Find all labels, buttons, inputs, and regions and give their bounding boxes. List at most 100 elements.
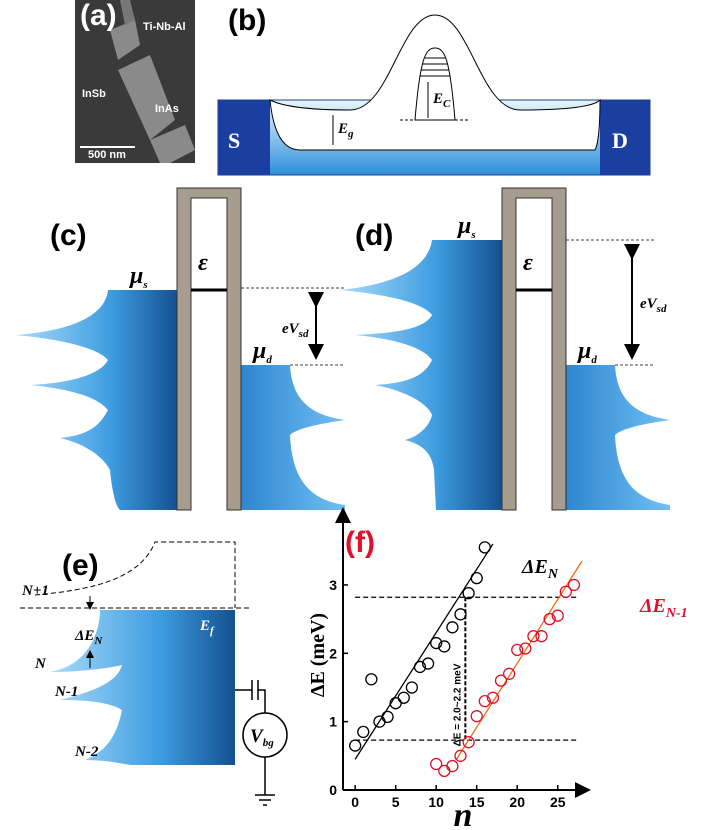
y-tick-label: 3 xyxy=(329,577,337,593)
point xyxy=(559,585,572,598)
point xyxy=(478,541,491,554)
label-main: V xyxy=(250,726,264,747)
label-main: E xyxy=(337,121,348,137)
x-tick-label: 0 xyxy=(351,794,359,810)
point xyxy=(470,710,483,723)
panel-label: (e) xyxy=(62,549,99,582)
label: ΔEN xyxy=(74,628,103,647)
annotation: ΔE = 2.0~2.2 meV xyxy=(452,663,463,746)
label-main: μ xyxy=(456,213,471,239)
barriers xyxy=(176,187,242,511)
point xyxy=(413,660,427,674)
point xyxy=(430,636,443,650)
series-label: ΔEN xyxy=(521,556,559,582)
label: μs xyxy=(456,213,476,241)
drain xyxy=(600,100,650,175)
point xyxy=(381,710,394,724)
point xyxy=(543,612,556,626)
point xyxy=(438,640,451,653)
point xyxy=(349,739,362,752)
label: Vbg xyxy=(250,726,274,749)
point xyxy=(446,621,459,634)
label-sub: s xyxy=(470,229,475,241)
point xyxy=(486,691,500,704)
point xyxy=(527,630,540,643)
point xyxy=(446,759,459,773)
point xyxy=(462,586,475,600)
point xyxy=(511,643,524,657)
label: InAs xyxy=(155,103,179,115)
x-tick-label: 5 xyxy=(392,794,400,810)
point xyxy=(535,630,548,643)
level-lines xyxy=(420,57,450,77)
label-sub: N xyxy=(93,635,103,647)
label: 500 nm xyxy=(88,149,126,161)
level-label: N-1 xyxy=(54,684,78,700)
label: μs xyxy=(128,263,148,291)
panel-label: (c) xyxy=(50,219,87,252)
label: InSb xyxy=(82,88,106,100)
label-sub: d xyxy=(591,354,597,366)
source-reservoir xyxy=(15,290,177,510)
label: eVsd xyxy=(640,296,667,315)
y-axis-label: ΔE (meV) xyxy=(307,613,329,697)
panel-a: (a) Ti-Nb-Al InSb InAs 500 nm xyxy=(75,0,195,163)
label: Ti-Nb-Al xyxy=(143,21,186,33)
point xyxy=(454,608,467,621)
y-tick-label: 0 xyxy=(329,782,337,798)
label-sub: d xyxy=(266,354,272,366)
panel-d: (d) μs ε eVsd μd xyxy=(340,187,670,511)
x-tick-label: 15 xyxy=(469,794,485,810)
label-main: μ xyxy=(251,338,266,364)
point xyxy=(494,674,508,687)
label-sub: bg xyxy=(263,737,275,749)
label: EC xyxy=(432,91,451,110)
dot-levels xyxy=(414,47,456,121)
fit-line xyxy=(455,560,583,760)
y-tick-label: 2 xyxy=(329,645,337,661)
label-sub: s xyxy=(142,279,147,291)
point xyxy=(454,749,467,762)
label-main: eV xyxy=(282,321,301,337)
label: eVsd xyxy=(282,321,309,340)
label-sub: N xyxy=(547,567,559,582)
panel-label: (d) xyxy=(355,219,393,252)
gate-circuit xyxy=(235,680,288,806)
label: D xyxy=(612,128,628,153)
point xyxy=(567,578,581,592)
x-axis-label: n xyxy=(454,797,473,830)
label-sub: g xyxy=(347,128,354,140)
label-main: ΔE xyxy=(639,595,666,617)
point xyxy=(357,725,370,739)
panel-f: (f) 0 5 10 15 20 25 0 1 2 3 n ΔE (meV) ΔE = 2.0~2.2 m… xyxy=(307,507,688,830)
drain-reservoir xyxy=(241,365,345,510)
point xyxy=(470,571,483,585)
point xyxy=(462,736,475,749)
point xyxy=(365,673,378,686)
level-label: N+1 xyxy=(21,583,49,599)
barriers xyxy=(501,187,567,511)
point xyxy=(397,691,410,704)
label: ε xyxy=(198,250,208,276)
reservoir xyxy=(50,610,235,765)
label-main: ΔE xyxy=(521,556,548,578)
level-label: N xyxy=(34,656,47,672)
label-sub: N-1 xyxy=(665,606,688,621)
nanowire xyxy=(120,0,135,25)
panel-b: (b) S D Eg EC xyxy=(217,4,651,176)
y-tick-label: 1 xyxy=(329,714,337,730)
point xyxy=(551,609,564,622)
point xyxy=(478,694,491,708)
point xyxy=(502,667,516,680)
point xyxy=(430,757,443,771)
label: Eg xyxy=(337,121,354,140)
label: μd xyxy=(251,338,272,366)
nanowire xyxy=(110,20,195,163)
label-main: ΔE xyxy=(74,628,94,644)
source xyxy=(218,100,270,175)
label-sub: sd xyxy=(656,303,667,315)
point xyxy=(438,764,451,778)
x-tick-label: 10 xyxy=(428,794,444,810)
panel-e: (e) N+1 N N-1 N-2 ΔEN Ef Vbg xyxy=(20,541,288,806)
